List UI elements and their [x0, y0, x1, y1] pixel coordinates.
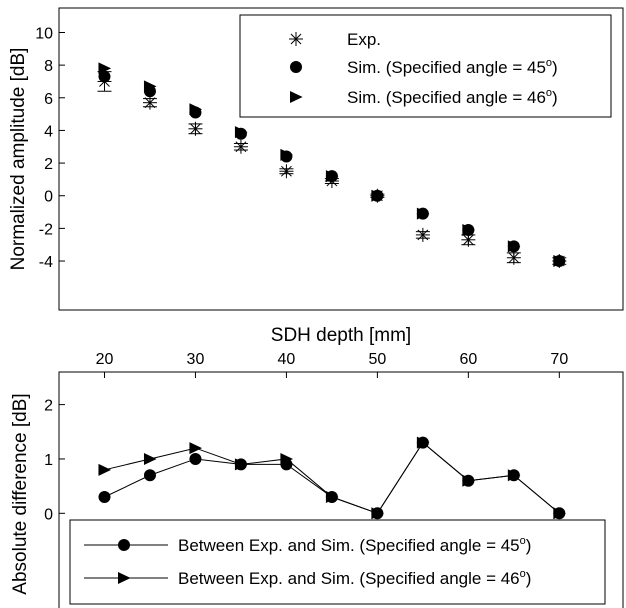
amplitude-point-asterisk: [142, 95, 157, 110]
amplitude-y-tick-label: 0: [44, 189, 53, 206]
difference-y-axis-label: Absolute difference [dB]: [10, 393, 31, 594]
legend-marker-triangle-right: [290, 91, 303, 103]
amplitude-y-axis-label: Normalized amplitude [dB]: [8, 48, 29, 271]
amplitude-point-circle: [189, 106, 202, 119]
amplitude-y-tick-label: -4: [39, 254, 53, 271]
legend-marker-circle: [290, 61, 302, 73]
difference-point-circle: [189, 452, 202, 465]
depth-x-tick-label: 70: [550, 351, 568, 368]
legend-label-triangle-right: Sim. (Specified angle = 46o): [347, 87, 558, 107]
amplitude-point-asterisk: [552, 254, 567, 269]
amplitude-point-circle: [143, 85, 156, 98]
amplitude-point-circle: [234, 127, 247, 140]
difference-y-tick-label: 1: [44, 452, 53, 469]
legend-label-triangle-right: Between Exp. and Sim. (Specified angle =…: [178, 568, 531, 588]
difference-panel: 0 1 2 Absolute difference [dB] Between Exp…: [10, 371, 624, 608]
difference-point-circle: [280, 458, 293, 471]
difference-legend-box: [69, 519, 606, 605]
amplitude-point-circle: [280, 150, 293, 163]
amplitude-legend: Exp. Sim. (Specified angle = 45o) Sim. (Sp…: [239, 14, 612, 118]
difference-y-tick-label: 0: [44, 506, 53, 523]
legend-label-asterisk: Exp.: [347, 30, 381, 49]
depth-x-tick-label: 40: [278, 351, 296, 368]
difference-point-circle: [507, 469, 520, 482]
legend-marker-asterisk: [289, 32, 303, 46]
amplitude-point-circle: [507, 240, 520, 253]
amplitude-point-asterisk: [370, 188, 385, 203]
amplitude-y-tick-label: 8: [44, 58, 53, 75]
depth-x-tick-label: 30: [187, 351, 205, 368]
difference-point-circle: [462, 474, 475, 487]
amplitude-point-circle: [416, 207, 429, 220]
amplitude-y-tick-label: 10: [35, 25, 53, 42]
legend-label-circle: Between Exp. and Sim. (Specified angle =…: [178, 535, 531, 555]
legend-marker-circle: [118, 539, 130, 551]
depth-x-tick-label: 50: [368, 351, 386, 368]
difference-point-circle: [553, 507, 566, 520]
difference-y-tick-label: 2: [44, 398, 53, 415]
difference-point-circle: [325, 491, 338, 503]
difference-plot-frame: [58, 371, 624, 608]
amplitude-y-tick-label: 4: [44, 123, 53, 140]
difference-legend: Between Exp. and Sim. (Specified angle =…: [69, 519, 606, 605]
amplitude-point-asterisk: [506, 250, 521, 265]
difference-point-circle: [98, 491, 111, 503]
amplitude-point-circle: [462, 224, 475, 237]
depth-x-tick-label: 60: [459, 351, 477, 368]
amplitude-point-asterisk: [97, 74, 112, 89]
amplitude-point-asterisk: [188, 121, 203, 136]
amplitude-panel: -4 -2 0 2 4 6 8 10 Normalized amplitude [dB] Ex…: [8, 7, 624, 311]
amplitude-y-tick-label: 6: [44, 91, 53, 108]
difference-point-triangle-right: [189, 442, 203, 455]
amplitude-point-asterisk: [324, 174, 339, 189]
amplitude-point-asterisk: [415, 227, 430, 242]
depth-x-tick-label: 20: [96, 351, 114, 368]
sdh-depth-axis-label: SDH depth [mm]: [271, 325, 411, 346]
difference-point-triangle-right: [98, 463, 112, 476]
amplitude-point-asterisk: [279, 164, 294, 179]
difference-point-circle: [143, 469, 156, 482]
difference-point-circle: [234, 458, 247, 471]
difference-point-circle: [416, 436, 429, 449]
difference-point-circle: [371, 507, 384, 520]
amplitude-plot-frame: [58, 7, 624, 311]
amplitude-point-asterisk: [233, 139, 248, 154]
legend-label-circle: Sim. (Specified angle = 45o): [347, 57, 558, 77]
amplitude-y-tick-label: 2: [44, 156, 53, 173]
amplitude-point-asterisk: [461, 232, 476, 247]
difference-point-triangle-right: [143, 452, 157, 465]
amplitude-y-tick-label: -2: [39, 221, 53, 238]
legend-marker-triangle-right: [118, 572, 131, 584]
